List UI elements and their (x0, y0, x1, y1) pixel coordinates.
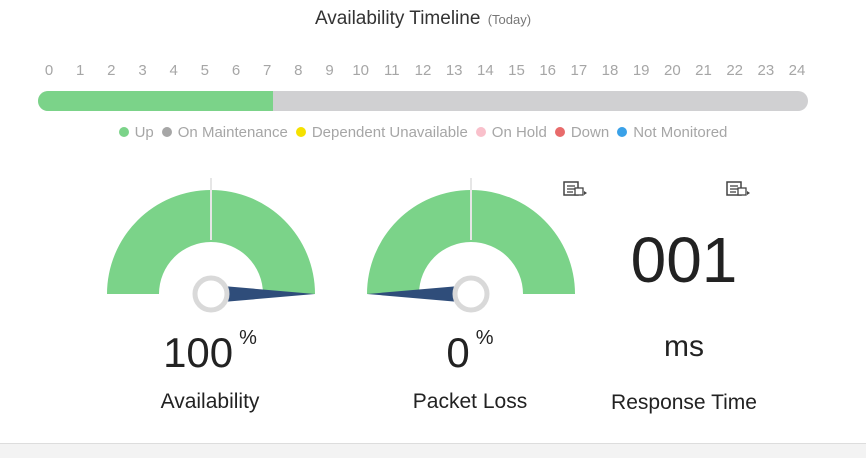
timeline-hour-label: 20 (663, 62, 681, 79)
timeline-hour-label: 7 (262, 62, 272, 79)
timeline-title: Availability Timeline (Today) (0, 8, 846, 30)
panel-footer-divider (0, 443, 866, 458)
response-time-caption: Response Time (611, 391, 757, 414)
timeline-subtitle: (Today) (487, 12, 532, 27)
availability-timeline-bar[interactable] (38, 91, 808, 111)
gauge-needle (367, 285, 471, 303)
legend-item: Down (554, 124, 610, 141)
legend-item: Dependent Unavailable (295, 124, 468, 141)
availability-unit: % (239, 327, 257, 349)
packet-loss-gauge (363, 176, 579, 316)
response-time-report-icon[interactable] (726, 180, 750, 198)
timeline-hour-label: 23 (757, 62, 775, 79)
timeline-hour-label: 15 (508, 62, 525, 79)
gauge-needle (211, 285, 315, 303)
timeline-hour-label: 19 (632, 62, 650, 79)
legend-item: On Hold (475, 124, 547, 141)
timeline-hour-label: 11 (384, 62, 400, 79)
timeline-hour-label: 5 (200, 62, 209, 79)
timeline-title-text: Availability Timeline (314, 8, 481, 29)
timeline-hour-label: 14 (476, 62, 494, 79)
gauge-arc (367, 190, 575, 294)
legend-dot-icon (118, 127, 129, 137)
packet-loss-report-icon[interactable] (563, 180, 587, 198)
timeline-hour-label: 13 (445, 62, 463, 79)
legend-label: On Hold (491, 124, 547, 141)
availability-value: 100% (130, 328, 290, 376)
timeline-up-segment[interactable] (38, 91, 273, 111)
gauge-hub (452, 275, 490, 313)
timeline-hour-label: 6 (231, 62, 241, 79)
timeline-hour-label: 17 (570, 62, 588, 79)
timeline-hour-axis: 0 1 2 3 4 5 6 7 8 9 10 11 12 13 14 15 16 17 18 19 20 21 22 23 24 (38, 62, 808, 82)
timeline-hour-label: 8 (294, 62, 303, 79)
legend-dot-icon (475, 127, 486, 137)
legend-dot-icon (554, 127, 565, 137)
timeline-hour-label: 1 (75, 62, 85, 79)
legend-item: On Maintenance (161, 124, 288, 141)
timeline-hour-label: 2 (107, 62, 116, 79)
legend-label: On Maintenance (177, 124, 288, 141)
timeline-hour-label: 3 (138, 62, 147, 79)
availability-gauge (103, 176, 319, 316)
timeline-hour-label: 9 (325, 62, 334, 79)
availability-value-number: 100 (163, 329, 234, 376)
response-time-unit: ms (664, 330, 704, 363)
timeline-hour-label: 12 (414, 62, 432, 79)
timeline-hour-label: 24 (788, 62, 806, 79)
timeline-hour-label: 10 (352, 62, 369, 79)
timeline-hour-label: 22 (726, 62, 743, 79)
legend-item: Up (118, 124, 154, 141)
legend-dot-icon (295, 127, 306, 137)
packet-loss-value-number: 0 (446, 329, 470, 376)
legend-label: Up (134, 124, 154, 141)
legend-label: Dependent Unavailable (311, 124, 468, 141)
timeline-hour-label: 16 (539, 62, 556, 79)
gauge-hub (192, 275, 230, 313)
packet-loss-value: 0% (390, 328, 550, 376)
legend-item: Not Monitored (617, 124, 727, 141)
legend-dot-icon (161, 127, 172, 137)
legend-label: Not Monitored (633, 124, 728, 141)
gauge-arc (107, 190, 315, 294)
legend-label: Down (570, 124, 610, 141)
timeline-legend: Up On Maintenance Dependent Unavailable On … (0, 124, 846, 141)
timeline-hour-label: 4 (169, 62, 178, 79)
timeline-hour-label: 21 (695, 62, 712, 79)
availability-caption: Availability (160, 390, 260, 413)
timeline-hour-label: 18 (601, 62, 619, 79)
timeline-hour-label: 0 (44, 62, 54, 79)
packet-loss-unit: % (475, 327, 494, 349)
legend-dot-icon (617, 127, 628, 137)
response-time-value: 001 (630, 224, 738, 296)
packet-loss-caption: Packet Loss (412, 390, 528, 413)
